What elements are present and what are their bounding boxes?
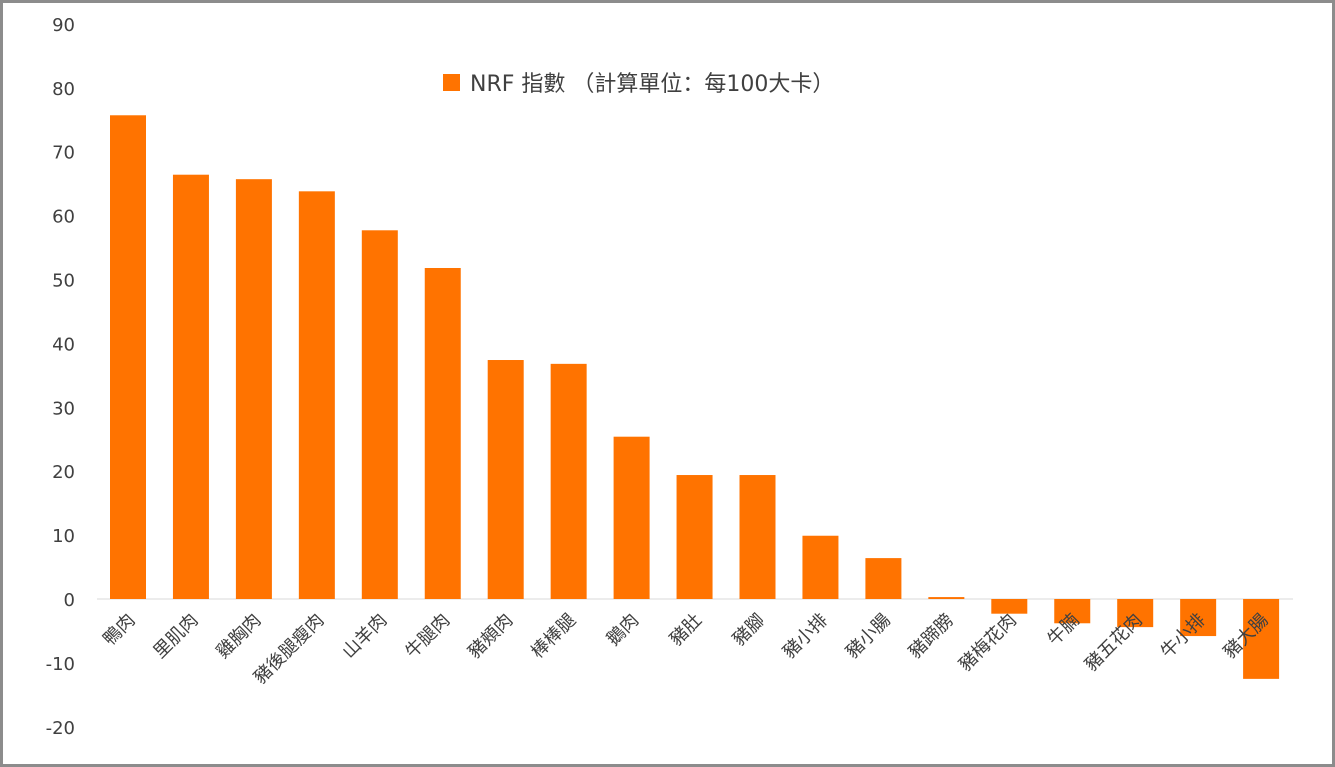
y-tick-label: 40 [52, 334, 75, 355]
x-tick-label: 鴨肉 [99, 610, 139, 650]
bar [172, 174, 209, 600]
bar [991, 599, 1028, 614]
y-tick-label: -20 [46, 718, 75, 739]
y-tick-label: -10 [46, 654, 75, 675]
x-tick-label: 牛腿肉 [401, 610, 454, 663]
x-tick-label: 豬小腸 [842, 610, 895, 663]
legend-swatch [443, 74, 460, 91]
bar [235, 179, 272, 599]
bar [1243, 599, 1280, 679]
bar [1180, 599, 1217, 637]
x-tick-label: 鵝肉 [603, 610, 643, 650]
bar [739, 475, 776, 599]
y-tick-label: 10 [52, 526, 75, 547]
bar [613, 436, 650, 599]
y-tick-label: 0 [64, 590, 75, 611]
x-tick-label: 豬蹄膀 [905, 610, 958, 663]
y-tick-label: 60 [52, 207, 75, 228]
legend: NRF 指數 （計算單位：每100大卡） [443, 72, 834, 97]
bar [110, 115, 146, 599]
y-tick-label: 80 [52, 79, 75, 100]
bar [424, 267, 461, 599]
bar [298, 191, 335, 599]
y-tick-label: 70 [52, 143, 75, 164]
y-tick-label: 50 [52, 271, 75, 292]
y-tick-label: 90 [52, 15, 75, 36]
x-tick-label: 里肌肉 [149, 610, 202, 663]
x-tick-label: 豬五花肉 [1081, 610, 1147, 676]
bar [550, 363, 587, 599]
x-tick-label: 豬頰肉 [464, 610, 517, 663]
y-tick-label: 20 [52, 462, 75, 483]
bar [865, 558, 902, 599]
y-tick-label: 30 [52, 398, 75, 419]
x-tick-label: 豬梅花肉 [955, 610, 1021, 676]
bar [1117, 599, 1154, 628]
x-tick-label: 豬肚 [666, 610, 706, 650]
x-tick-label: 雞胸肉 [212, 610, 265, 663]
x-tick-label: 棒棒腿 [527, 610, 580, 663]
bar [487, 360, 524, 599]
legend-label: NRF 指數 （計算單位：每100大卡） [470, 72, 834, 97]
bar [928, 597, 965, 599]
bar [1054, 599, 1091, 624]
x-tick-label: 山羊肉 [338, 610, 391, 663]
bar [802, 535, 839, 599]
bar [361, 230, 398, 599]
x-tick-label: 豬小排 [779, 610, 832, 663]
x-tick-label: 豬腳 [729, 610, 769, 650]
bar [676, 475, 713, 599]
